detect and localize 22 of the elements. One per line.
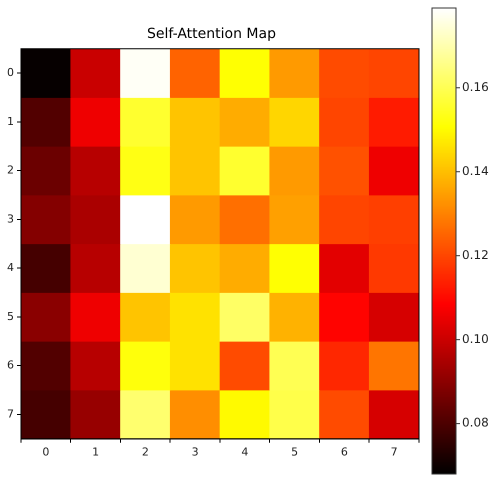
x-tick-label: 1 (92, 445, 100, 458)
x-tick-label: 3 (192, 445, 199, 458)
x-tick-label: 2 (142, 445, 149, 458)
y-tick-label: 4 (7, 261, 14, 274)
y-tick-label: 7 (7, 407, 14, 420)
x-tick-label: 4 (241, 445, 248, 458)
y-tick-label: 5 (7, 310, 14, 323)
color-bar-label: 0.12 (462, 248, 489, 262)
y-tick-label: 0 (7, 66, 14, 80)
color-bar-label: 0.10 (462, 332, 489, 346)
x-tick-label: 0 (42, 445, 50, 458)
color-bar-label: 0.16 (462, 80, 489, 94)
y-tick-label: 3 (7, 212, 14, 226)
color-bar-label: 0.08 (462, 416, 489, 430)
y-tick-label: 6 (7, 358, 14, 372)
color-bar-label: 0.14 (462, 164, 489, 178)
chart-title: Self-Attention Map (147, 26, 276, 42)
x-tick-label: 5 (291, 445, 298, 458)
x-tick-label: 6 (340, 445, 348, 458)
y-tick-label: 2 (7, 164, 14, 177)
y-tick-label: 1 (7, 114, 14, 128)
x-tick-label: 7 (390, 445, 398, 458)
